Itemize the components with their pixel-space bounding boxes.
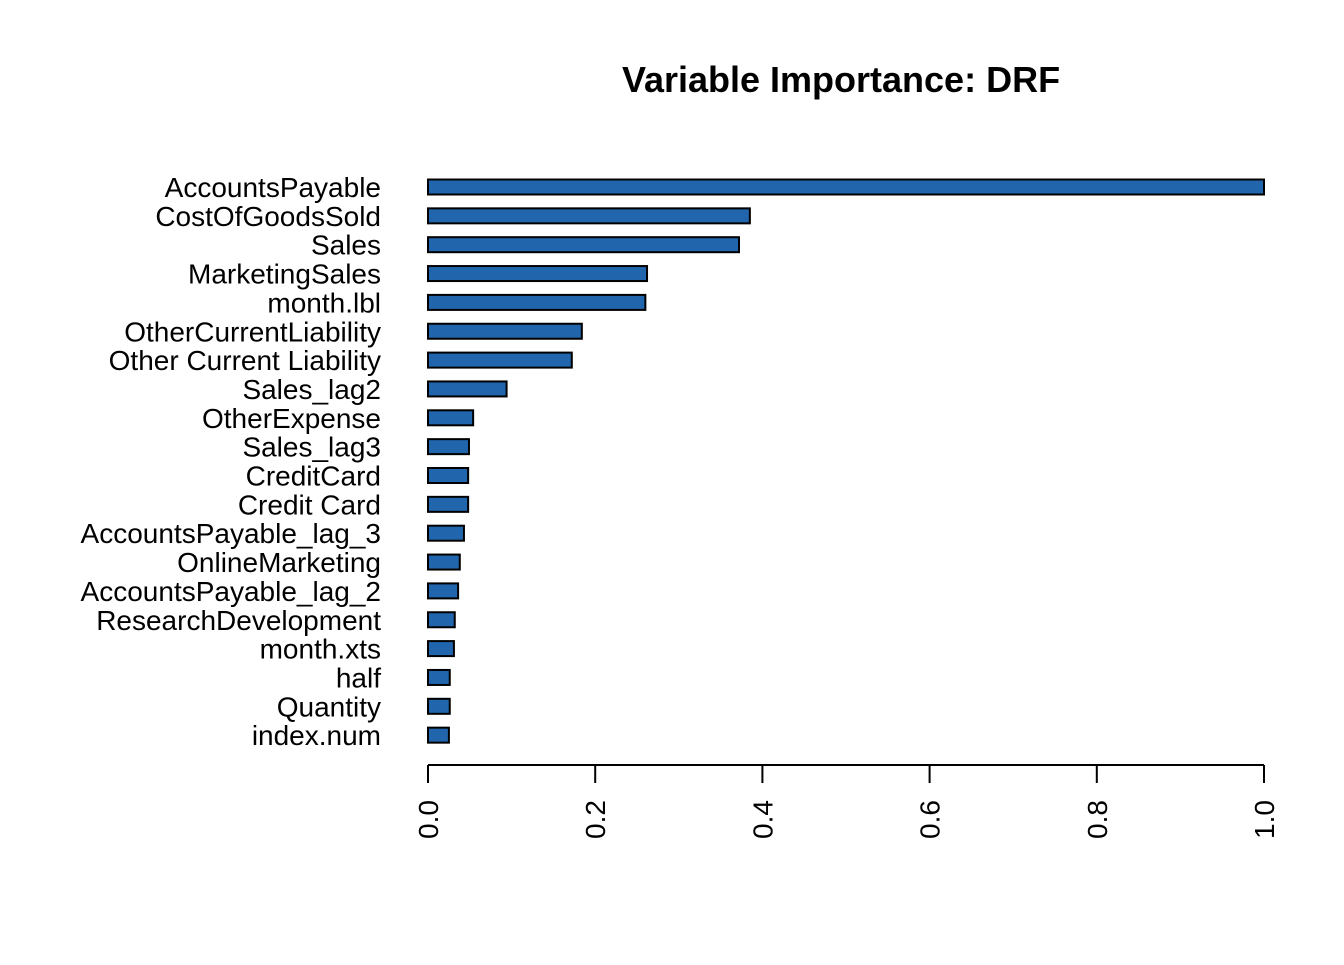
bar [427, 178, 1265, 196]
category-label: CreditCard [246, 461, 381, 492]
category-label: OnlineMarketing [177, 547, 381, 578]
bar [427, 351, 573, 369]
category-label: MarketingSales [188, 259, 381, 290]
category-label: Sales_lag2 [242, 374, 381, 405]
x-tick-label: 1.0 [1249, 800, 1280, 839]
bar [427, 553, 461, 571]
category-label: OtherExpense [202, 403, 381, 434]
category-labels-group: AccountsPayableCostOfGoodsSoldSalesMarke… [81, 172, 382, 751]
bar [427, 293, 647, 311]
x-tick-label: 0.2 [580, 800, 611, 839]
x-tick-label: 0.0 [413, 800, 444, 839]
category-label: Credit Card [238, 489, 381, 520]
bar [427, 611, 456, 629]
bar [427, 236, 740, 254]
bar [427, 697, 451, 715]
category-label: ResearchDevelopment [96, 605, 381, 636]
bar [427, 265, 649, 283]
bar [427, 726, 450, 744]
bar [427, 668, 451, 686]
chart-title: Variable Importance: DRF [622, 59, 1060, 100]
category-label: half [336, 662, 381, 693]
category-label: index.num [252, 720, 381, 751]
category-label: Other Current Liability [109, 345, 381, 376]
x-tick-label: 0.8 [1082, 800, 1113, 839]
bar [427, 495, 470, 513]
bar [427, 207, 751, 225]
bar [427, 380, 508, 398]
category-label: month.lbl [267, 287, 381, 318]
bars-group [427, 178, 1265, 744]
bar [427, 582, 460, 600]
bar [427, 640, 455, 658]
category-label: AccountsPayable [165, 172, 381, 203]
x-axis: 0.0 0.2 0.4 0.6 0.8 1.0 [413, 764, 1280, 839]
category-label: Sales [311, 230, 381, 261]
category-label: Sales_lag3 [242, 432, 381, 463]
bar [427, 467, 470, 484]
category-label: Quantity [277, 691, 381, 722]
category-label: OtherCurrentLiability [124, 316, 381, 347]
category-label: AccountsPayable_lag_3 [81, 518, 381, 549]
category-label: CostOfGoodsSold [155, 201, 381, 232]
bar [427, 322, 583, 340]
category-label: month.xts [260, 634, 381, 665]
category-label: AccountsPayable_lag_2 [81, 576, 381, 607]
bar [427, 409, 475, 427]
bar [427, 524, 465, 542]
x-tick-label: 0.6 [915, 800, 946, 839]
x-tick-label: 0.4 [747, 800, 778, 839]
bar [427, 438, 470, 456]
